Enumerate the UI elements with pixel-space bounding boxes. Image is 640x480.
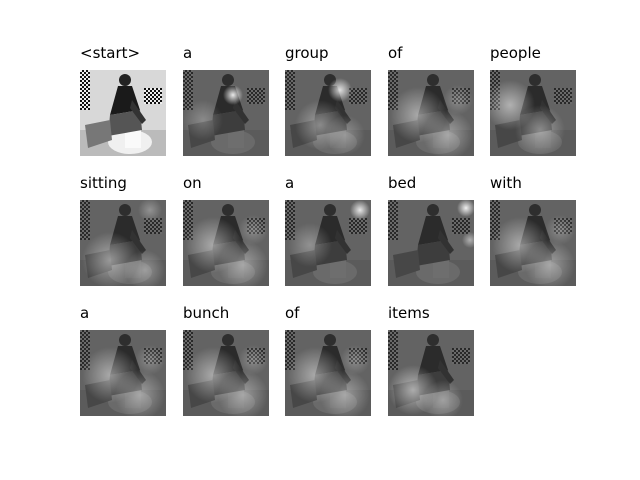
panel-word-label: of xyxy=(388,44,403,62)
attention-map xyxy=(183,70,269,156)
attention-panel: a xyxy=(285,174,371,286)
scene-image xyxy=(80,200,166,286)
attention-panel: <start> xyxy=(80,44,166,156)
panel-word-label: group xyxy=(285,44,329,62)
panel-word-label: of xyxy=(285,304,300,322)
panel-word-label: people xyxy=(490,44,541,62)
scene-image xyxy=(80,70,166,156)
panel-word-label: with xyxy=(490,174,522,192)
attention-map xyxy=(285,330,371,416)
scene-image xyxy=(183,330,269,416)
panel-word-label: on xyxy=(183,174,202,192)
attention-map xyxy=(80,70,166,156)
attention-map xyxy=(285,200,371,286)
attention-panel: with xyxy=(490,174,576,286)
attention-map xyxy=(388,200,474,286)
attention-panel: a xyxy=(80,304,166,416)
scene-image xyxy=(183,70,269,156)
scene-image xyxy=(285,330,371,416)
attention-map xyxy=(490,200,576,286)
attention-panel: a xyxy=(183,44,269,156)
panel-word-label: items xyxy=(388,304,430,322)
attention-panel: items xyxy=(388,304,474,416)
scene-image xyxy=(80,330,166,416)
scene-image xyxy=(490,200,576,286)
attention-panel: people xyxy=(490,44,576,156)
scene-image xyxy=(490,70,576,156)
panel-word-label: bunch xyxy=(183,304,230,322)
attention-panel: bunch xyxy=(183,304,269,416)
scene-image xyxy=(285,70,371,156)
attention-map xyxy=(285,70,371,156)
attention-map xyxy=(183,200,269,286)
attention-map xyxy=(183,330,269,416)
panel-word-label: a xyxy=(183,44,193,62)
attention-map xyxy=(80,330,166,416)
panel-word-label: sitting xyxy=(80,174,127,192)
scene-image xyxy=(388,200,474,286)
panel-word-label: a xyxy=(285,174,295,192)
attention-map xyxy=(388,330,474,416)
attention-panel: on xyxy=(183,174,269,286)
panel-word-label: a xyxy=(80,304,90,322)
attention-map xyxy=(80,200,166,286)
scene-image xyxy=(388,70,474,156)
attention-panel: sitting xyxy=(80,174,166,286)
panel-word-label: <start> xyxy=(80,44,141,62)
scene-image xyxy=(183,200,269,286)
attention-panel: group xyxy=(285,44,371,156)
attention-panel: bed xyxy=(388,174,474,286)
attention-panel: of xyxy=(388,44,474,156)
attention-map xyxy=(490,70,576,156)
panel-word-label: bed xyxy=(388,174,417,192)
attention-panel: of xyxy=(285,304,371,416)
scene-image xyxy=(285,200,371,286)
attention-map xyxy=(388,70,474,156)
scene-image xyxy=(388,330,474,416)
